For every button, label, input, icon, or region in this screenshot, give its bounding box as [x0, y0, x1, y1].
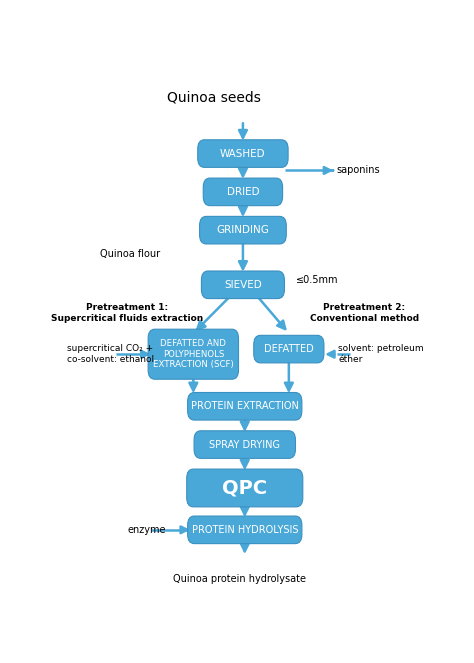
Text: solvent: petroleum
éther: solvent: petroleum éther — [338, 344, 424, 364]
Text: Pretreatment 1:
Supercritical fluids extraction: Pretreatment 1: Supercritical fluids ext… — [51, 303, 203, 323]
Text: ≤0.5mm: ≤0.5mm — [296, 275, 339, 285]
Text: SPRAY DRYING: SPRAY DRYING — [209, 440, 280, 450]
Text: PROTEIN EXTRACTION: PROTEIN EXTRACTION — [191, 401, 299, 411]
Text: DRIED: DRIED — [227, 187, 259, 197]
FancyBboxPatch shape — [198, 140, 288, 167]
FancyBboxPatch shape — [194, 431, 295, 458]
Text: saponins: saponins — [337, 166, 380, 176]
FancyBboxPatch shape — [188, 392, 302, 420]
Text: Quinoa protein hydrolysate: Quinoa protein hydrolysate — [173, 574, 306, 584]
Text: Pretreatment 2:
Conventional method: Pretreatment 2: Conventional method — [310, 303, 419, 323]
Text: Quinoa flour: Quinoa flour — [100, 249, 160, 259]
Text: DEFATTED: DEFATTED — [264, 344, 314, 354]
Text: Quinoa seeds: Quinoa seeds — [166, 90, 261, 105]
FancyBboxPatch shape — [200, 216, 286, 244]
Text: WASHED: WASHED — [220, 149, 266, 158]
Text: QPC: QPC — [222, 479, 267, 497]
Text: DEFATTED AND
POLYPHENOLS
EXTRACTION (SCF): DEFATTED AND POLYPHENOLS EXTRACTION (SCF… — [153, 339, 234, 369]
FancyBboxPatch shape — [203, 178, 283, 206]
FancyBboxPatch shape — [254, 335, 324, 363]
Text: enzyme: enzyme — [127, 525, 166, 535]
Text: SIEVED: SIEVED — [224, 280, 262, 290]
Text: supercritical CO₂ +
co-solvent: ethanol: supercritical CO₂ + co-solvent: ethanol — [66, 344, 154, 364]
Text: PROTEIN HYDROLYSIS: PROTEIN HYDROLYSIS — [191, 525, 298, 535]
FancyBboxPatch shape — [201, 271, 284, 298]
FancyBboxPatch shape — [187, 469, 303, 507]
Text: GRINDING: GRINDING — [217, 225, 269, 235]
FancyBboxPatch shape — [188, 516, 302, 544]
FancyBboxPatch shape — [148, 330, 238, 379]
